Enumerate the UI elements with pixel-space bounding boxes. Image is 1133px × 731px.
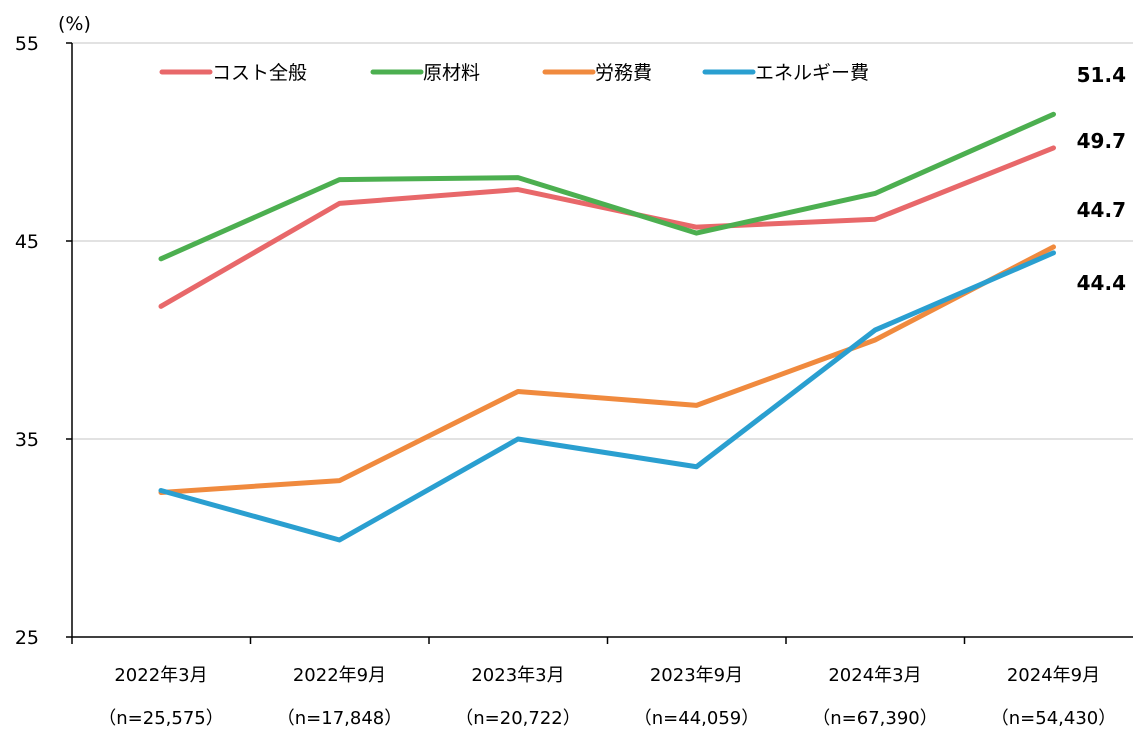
series-line [158,250,1056,543]
x-tick-label: 2022年3月 [114,665,207,686]
series-line [158,244,1056,495]
x-tick-sublabel: （n=25,575） [98,708,223,729]
legend-label: 労務費 [595,62,652,84]
x-tick-label: 2023年9月 [650,665,743,686]
x-tick-label: 2022年9月 [293,665,386,686]
x-tick-sublabel: （n=20,722） [455,708,580,729]
x-tick-sublabel: （n=54,430） [991,708,1116,729]
data-label: 44.7 [1077,198,1126,222]
legend-label: エネルギー費 [755,62,869,84]
unit-label: (%) [58,13,91,35]
y-tick-label: 55 [15,33,39,55]
x-tick-label: 2024年3月 [828,665,921,686]
data-label: 44.4 [1077,271,1126,295]
data-label: 49.7 [1077,129,1126,153]
series-line [158,145,1056,309]
y-tick-label: 25 [15,627,39,649]
y-tick-label: 45 [15,231,39,253]
legend-label: コスト全般 [212,62,307,84]
x-tick-sublabel: （n=17,848） [277,708,402,729]
data-label: 51.4 [1077,63,1126,87]
legend-label: 原材料 [423,62,480,84]
series-line [158,111,1056,262]
x-tick-sublabel: （n=44,059） [634,708,759,729]
x-tick-label: 2024年9月 [1007,665,1100,686]
y-tick-label: 35 [15,429,39,451]
x-tick-label: 2023年3月 [471,665,564,686]
x-tick-sublabel: （n=67,390） [812,708,937,729]
